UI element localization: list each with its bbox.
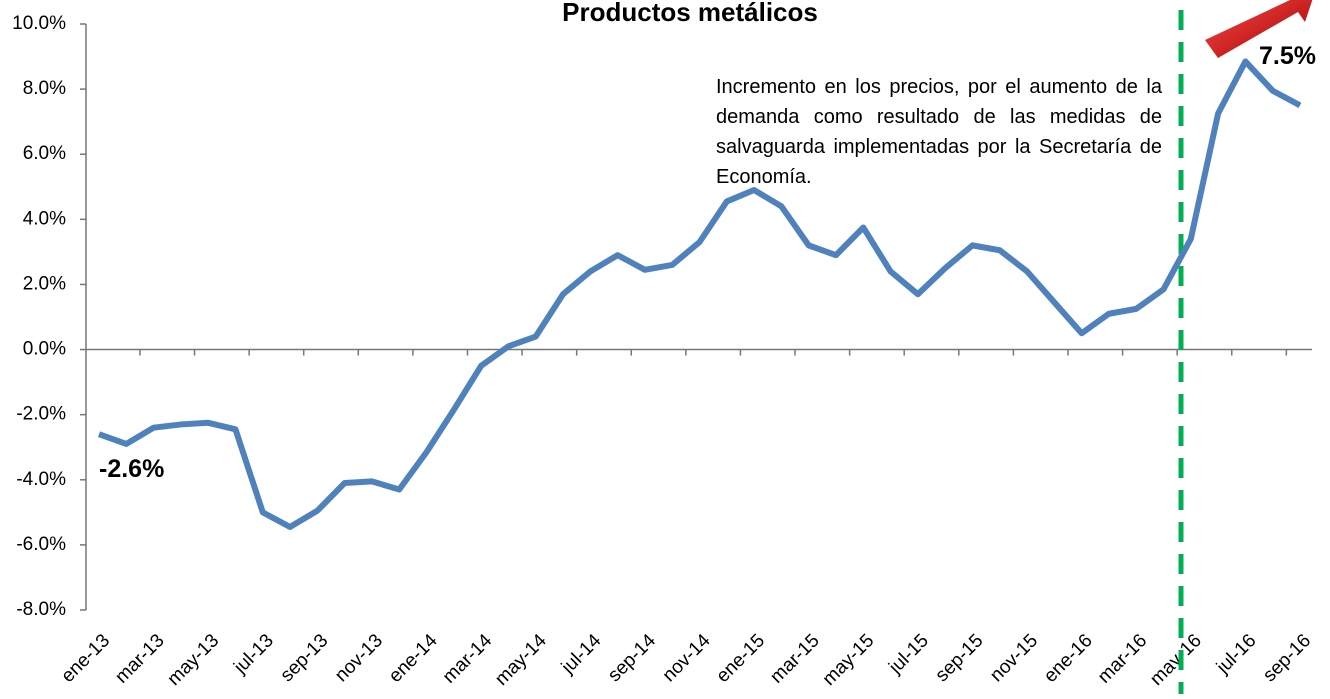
x-tick-label: mar-15 [766, 630, 823, 687]
x-tick-label: ene-15 [712, 630, 769, 687]
y-tick-label: 10.0% [12, 13, 66, 34]
x-tick-label: sep-13 [277, 630, 333, 686]
y-tick-label: 6.0% [23, 143, 66, 164]
x-tick-label: sep-16 [1259, 630, 1315, 686]
x-tick-label: mar-13 [111, 630, 168, 687]
y-tick-label: -8.0% [16, 599, 66, 620]
annotation: Incremento en los precios, por el aument… [716, 76, 1162, 188]
x-tick-label: ene-13 [57, 630, 114, 687]
x-tick-label: sep-15 [932, 630, 988, 686]
x-tick-label: jul-13 [229, 630, 277, 678]
x-tick-label: jul-16 [1212, 630, 1260, 678]
y-tick-label: 2.0% [23, 273, 66, 294]
x-tick-label: may-14 [491, 630, 551, 690]
data-line [97, 58, 1302, 530]
x-tick-label: mar-14 [439, 630, 497, 688]
y-tick-label: -4.0% [16, 469, 66, 490]
y-tick-label: 0.0% [23, 339, 66, 360]
data-label: -2.6% [99, 455, 164, 483]
y-tick-label: 4.0% [23, 208, 66, 229]
x-tick-label: sep-14 [604, 630, 660, 686]
x-tick-label: nov-15 [986, 630, 1042, 686]
y-tick-label: -2.0% [16, 404, 66, 425]
x-tick-label: may-13 [164, 630, 224, 690]
x-tick-label: ene-14 [385, 630, 442, 687]
chart-title: Productos metálicos [562, 0, 818, 27]
x-tick-label: mar-16 [1094, 630, 1151, 687]
x-tick-label: nov-13 [331, 630, 387, 686]
x-tick-label: jul-15 [885, 630, 933, 678]
x-tick-label: nov-14 [659, 630, 715, 686]
up-arrow [1205, 0, 1313, 58]
x-tick-label: jul-14 [557, 630, 606, 679]
x-tick-label: may-15 [819, 630, 879, 690]
y-tick-label: -6.0% [16, 534, 66, 555]
y-tick-label: 8.0% [23, 78, 66, 99]
x-tick-label: ene-16 [1040, 630, 1097, 687]
x-tick-label: may-16 [1146, 630, 1206, 690]
data-label: 7.5% [1259, 42, 1316, 70]
